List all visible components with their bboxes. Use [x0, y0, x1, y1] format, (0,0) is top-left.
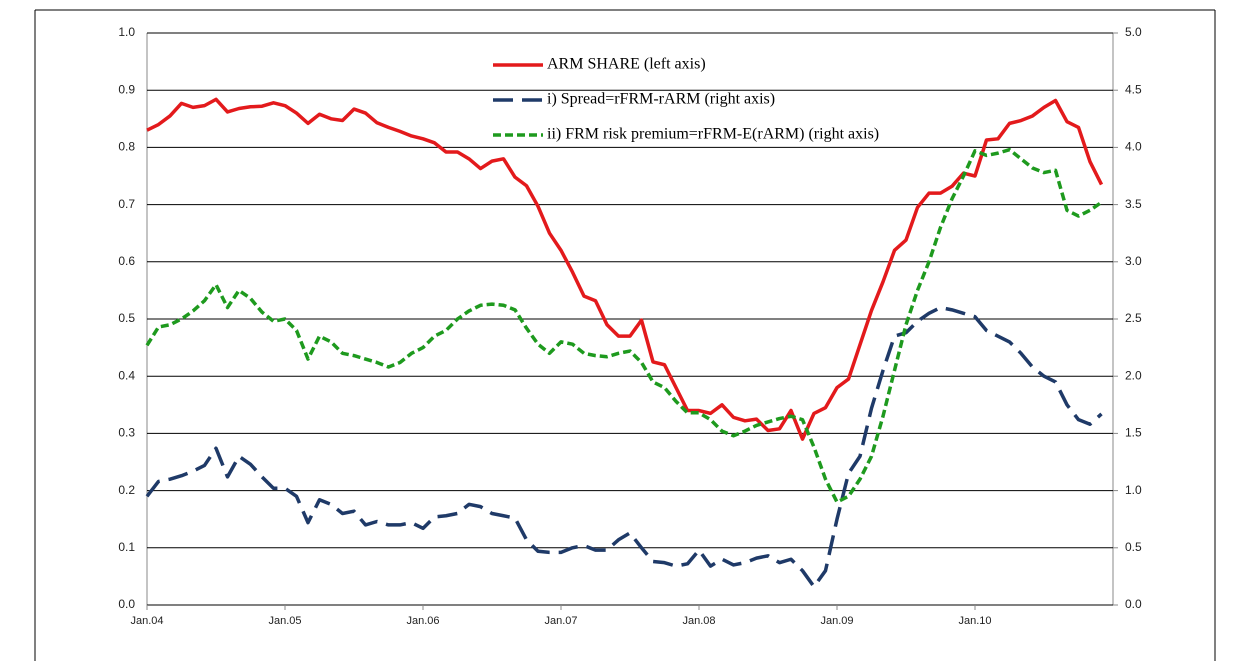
- series-line: [145, 305, 1103, 589]
- y2-tick-label: 3.5: [1125, 197, 1142, 211]
- y-tick-label: 0.3: [118, 426, 135, 440]
- y2-tick-label: 4.0: [1125, 140, 1142, 154]
- legend-label: ARM SHARE (left axis): [547, 56, 706, 73]
- y2-tick-label: 5.0: [1125, 25, 1142, 39]
- y-tick-label: 0.4: [118, 368, 135, 382]
- x-tick-label: Jan.04: [130, 615, 163, 627]
- x-tick-label: Jan.10: [958, 615, 991, 627]
- y-tick-label: 0.7: [118, 197, 135, 211]
- y2-tick-label: 4.5: [1125, 82, 1142, 96]
- y-tick-label: 0.6: [118, 254, 135, 268]
- y-tick-label: 1.0: [118, 25, 135, 39]
- series-line: [145, 147, 1103, 504]
- y-tick-label: 0.9: [118, 82, 135, 96]
- x-tick-label: Jan.08: [682, 615, 715, 627]
- y2-tick-label: 0.5: [1125, 540, 1142, 554]
- x-tick-label: Jan.07: [544, 615, 577, 627]
- y-tick-label: 0.2: [118, 483, 135, 497]
- x-tick-label: Jan.09: [820, 615, 853, 627]
- y2-tick-label: 3.0: [1125, 254, 1142, 268]
- legend-label: i) Spread=rFRM-rARM (right axis): [547, 91, 775, 108]
- y-tick-label: 0.5: [118, 311, 135, 325]
- y-tick-label: 0.8: [118, 140, 135, 154]
- y-tick-label: 0.1: [118, 540, 135, 554]
- y2-tick-label: 2.0: [1125, 368, 1142, 382]
- y2-tick-label: 0.0: [1125, 597, 1142, 611]
- y2-tick-label: 2.5: [1125, 311, 1142, 325]
- legend-label: ii) FRM risk premium=rFRM-E(rARM) (right…: [547, 126, 879, 143]
- y-tick-label: 0.0: [118, 597, 135, 611]
- y2-tick-label: 1.0: [1125, 483, 1142, 497]
- y2-tick-label: 1.5: [1125, 426, 1142, 440]
- series-line: [146, 97, 1104, 441]
- x-tick-label: Jan.05: [268, 615, 301, 627]
- x-tick-label: Jan.06: [406, 615, 439, 627]
